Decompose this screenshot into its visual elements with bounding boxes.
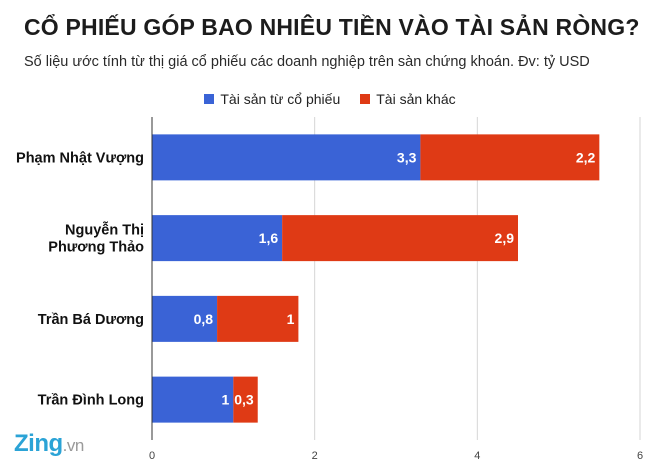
bar-other xyxy=(420,134,600,181)
data-label: 2,2 xyxy=(576,149,596,165)
bar-stock xyxy=(152,295,218,342)
zing-logo: Zing.vn xyxy=(14,430,84,458)
bar-other xyxy=(217,295,299,342)
bar-stock xyxy=(152,215,283,262)
data-label: 1 xyxy=(222,392,230,408)
legend-item-stock: Tài sản từ cổ phiếu xyxy=(204,91,340,107)
category-label: Phạm Nhật Vượng xyxy=(16,150,144,166)
legend: Tài sản từ cổ phiếu Tài sản khác xyxy=(0,91,660,107)
bar-stock xyxy=(152,376,234,423)
x-tick-label: 4 xyxy=(474,450,480,462)
logo-brand: Zing xyxy=(14,430,63,457)
category-label: Nguyễn Thị xyxy=(65,222,144,239)
data-label: 2,9 xyxy=(495,230,515,246)
chart-title: CỔ PHIẾU GÓP BAO NHIÊU TIỀN VÀO TÀI SẢN … xyxy=(24,14,640,40)
data-label: 0,8 xyxy=(194,311,214,327)
legend-item-other: Tài sản khác xyxy=(360,91,456,107)
x-tick-label: 0 xyxy=(149,450,155,462)
data-label: 1,6 xyxy=(259,230,279,246)
x-tick-label: 2 xyxy=(312,450,318,462)
chart-subtitle: Số liệu ước tính từ thị giá cổ phiếu các… xyxy=(24,54,590,70)
category-label: Trần Đình Long xyxy=(38,393,144,409)
legend-label-stock: Tài sản từ cổ phiếu xyxy=(220,91,341,107)
legend-label-other: Tài sản khác xyxy=(376,91,456,107)
category-label: Phương Thảo xyxy=(48,240,144,256)
logo-suffix: .vn xyxy=(62,436,85,455)
legend-swatch-other xyxy=(360,94,371,104)
data-label: 0,3 xyxy=(234,392,254,408)
bar-other xyxy=(282,215,518,262)
legend-swatch-stock xyxy=(204,94,215,104)
category-label: Trần Bá Dương xyxy=(38,312,144,328)
bar-other xyxy=(233,376,258,423)
data-label: 1 xyxy=(287,311,295,327)
bar-stock xyxy=(152,134,421,181)
x-tick-label: 6 xyxy=(637,450,643,462)
data-label: 3,3 xyxy=(397,149,417,165)
